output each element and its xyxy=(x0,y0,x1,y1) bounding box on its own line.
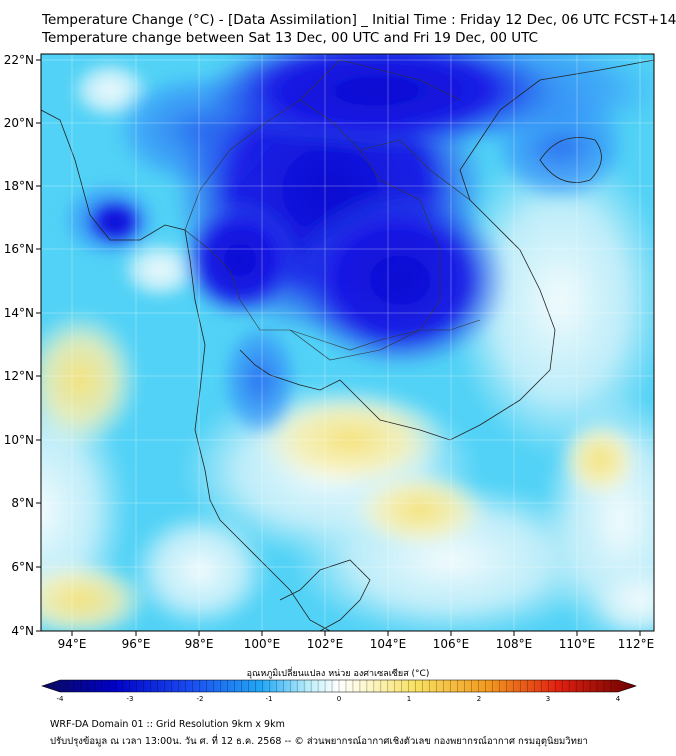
latitude-labels: 22°N 20°N 18°N 16°N 14°N 12°N 10°N 8°N 6… xyxy=(4,53,34,638)
map-frame xyxy=(40,53,655,632)
lat-label: 4°N xyxy=(11,624,34,638)
map-title: Temperature Change (°C) - [Data Assimila… xyxy=(42,12,676,28)
footer-model-info: WRF-DA Domain 01 :: Grid Resolution 9km … xyxy=(50,719,285,730)
colorbar-tick-label: -4 xyxy=(57,695,65,703)
lon-label: 94°E xyxy=(58,637,87,651)
coastlines xyxy=(41,59,654,631)
footer-update-info: ปรับปรุงข้อมูล ณ เวลา 13:00น. วัน ศ. ที่… xyxy=(50,736,588,747)
lat-label: 18°N xyxy=(4,179,34,193)
lon-label: 108°E xyxy=(496,637,533,651)
lat-label: 8°N xyxy=(11,496,34,510)
colorbar-tick-label: -3 xyxy=(127,695,134,703)
lat-label: 10°N xyxy=(4,433,34,447)
lon-label: 100°E xyxy=(244,637,281,651)
lon-label: 104°E xyxy=(370,637,407,651)
map-subtitle: Temperature change between Sat 13 Dec, 0… xyxy=(42,30,539,46)
temperature-field xyxy=(41,54,654,631)
lat-label: 16°N xyxy=(4,242,34,256)
colorbar-tick-label: 3 xyxy=(546,695,550,703)
lon-label: 110°E xyxy=(559,637,596,651)
colorbar-tick-label: 2 xyxy=(477,695,481,703)
longitude-labels: 94°E 96°E 98°E 100°E 102°E 104°E 106°E 1… xyxy=(58,637,655,651)
lon-label: 112°E xyxy=(618,637,655,651)
lat-label: 12°N xyxy=(4,369,34,383)
colorbar: -4 -3 -2 -1 0 1 2 3 4 xyxy=(41,679,637,703)
country-borders xyxy=(184,59,481,361)
colorbar-tick-label: -1 xyxy=(266,695,273,703)
lat-label: 22°N xyxy=(4,53,34,67)
colorbar-tick-label: 0 xyxy=(337,695,341,703)
colorbar-tick-label: 1 xyxy=(407,695,411,703)
lon-label: 102°E xyxy=(307,637,344,651)
lat-label: 6°N xyxy=(11,560,34,574)
lat-label: 14°N xyxy=(4,306,34,320)
gridlines xyxy=(41,54,654,631)
colorbar-tick-label: -2 xyxy=(197,695,204,703)
axis-ticks xyxy=(36,59,641,636)
lon-label: 106°E xyxy=(433,637,470,651)
colorbar-tick-label: 4 xyxy=(616,695,621,703)
lon-label: 96°E xyxy=(122,637,151,651)
lon-label: 98°E xyxy=(185,637,214,651)
lat-label: 20°N xyxy=(4,116,34,130)
colorbar-title: อุณหภูมิเปลี่ยนแปลง หน่วย องศาเซลเซียส (… xyxy=(246,669,430,679)
